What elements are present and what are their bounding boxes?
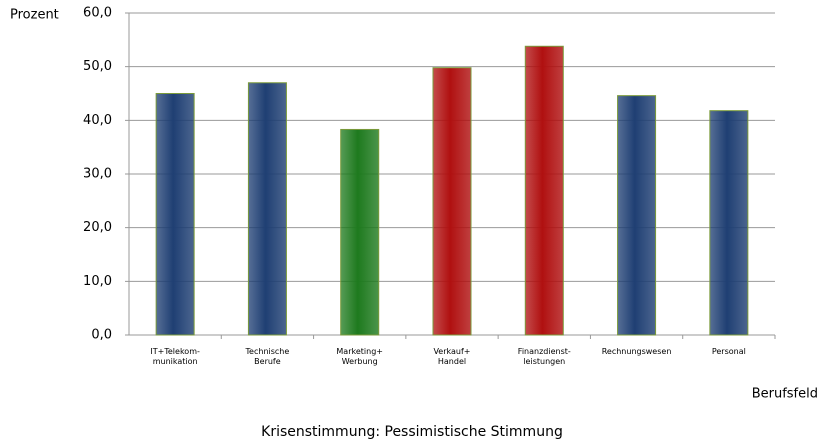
x-tick-label: Verkauf+ Handel xyxy=(433,347,471,366)
x-tick-label: Rechnungswesen xyxy=(601,347,672,356)
bar xyxy=(155,93,195,336)
y-tick-label: 50,0 xyxy=(83,59,112,74)
bar xyxy=(432,67,472,336)
x-axis-label: Berufsfeld xyxy=(752,387,818,402)
y-tick-label: 60,0 xyxy=(83,6,112,21)
bar xyxy=(709,110,749,336)
y-axis-label: Prozent xyxy=(10,8,59,23)
y-tick-label: 20,0 xyxy=(83,220,112,235)
bar xyxy=(340,128,380,336)
x-tick-label: Technische Berufe xyxy=(245,347,290,366)
y-tick-label: 40,0 xyxy=(83,113,112,128)
y-tick-label: 0,0 xyxy=(91,328,112,343)
y-tick-label: 10,0 xyxy=(83,274,112,289)
x-tick-label: IT+Telekom- munikation xyxy=(150,347,200,366)
y-tick-label: 30,0 xyxy=(83,167,112,182)
bar xyxy=(524,45,564,336)
bar xyxy=(247,82,287,336)
x-tick-label: Finanzdienst- leistungen xyxy=(517,347,571,366)
x-tick-label: Personal xyxy=(711,347,746,356)
chart-title: Krisenstimmung: Pessimistische Stimmung xyxy=(261,424,563,440)
bar xyxy=(617,95,657,336)
x-tick-label: Marketing+ Werbung xyxy=(336,347,383,366)
